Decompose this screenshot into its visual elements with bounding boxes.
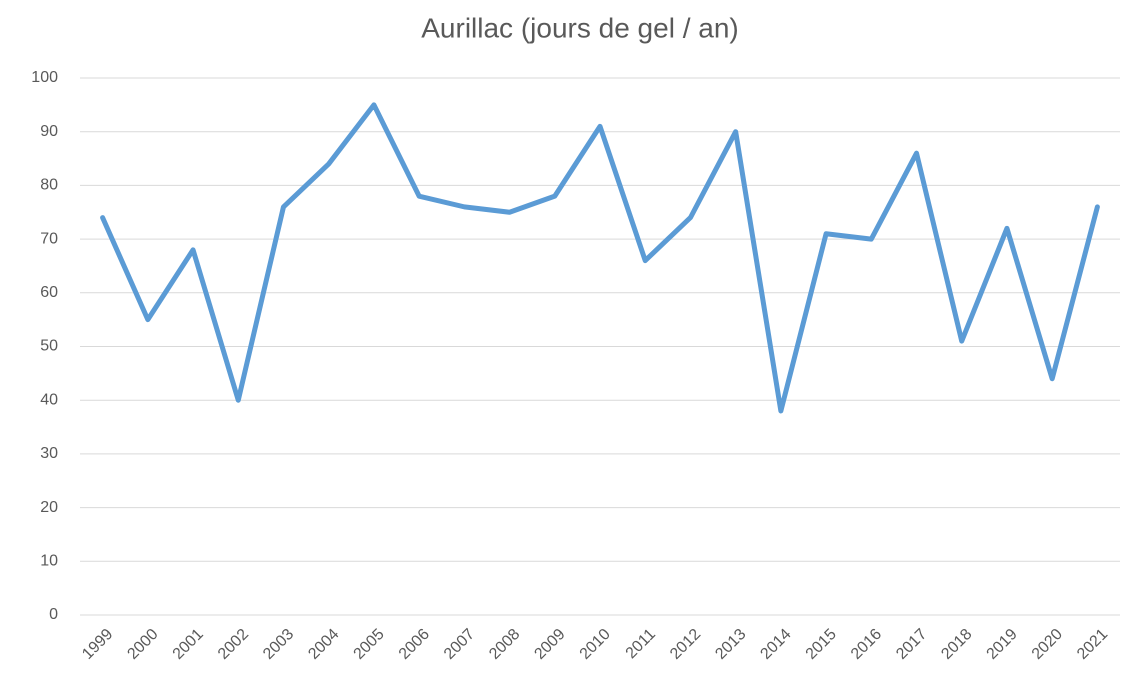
x-tick-label: 2019 [984, 626, 1021, 663]
x-tick-label: 2010 [577, 626, 614, 663]
x-tick-label: 2001 [170, 626, 207, 663]
x-tick-label: 2017 [893, 626, 930, 663]
x-tick-label: 2011 [623, 626, 659, 662]
y-tick-label: 30 [40, 445, 58, 462]
data-line [100, 102, 1100, 414]
x-tick-label: 2007 [441, 626, 478, 663]
y-tick-label: 80 [40, 177, 58, 194]
x-tick-label: 2016 [848, 626, 885, 663]
y-tick-label: 20 [40, 499, 58, 516]
x-tick-label: 2002 [215, 626, 252, 663]
x-tick-label: 2021 [1074, 626, 1111, 663]
x-tick-label: 2009 [531, 626, 568, 663]
x-tick-label: 2015 [803, 626, 840, 663]
x-tick-label: 1999 [79, 626, 116, 663]
x-tick-label: 2014 [757, 626, 794, 663]
y-tick-label: 50 [40, 338, 58, 355]
x-tick-label: 2000 [124, 626, 161, 663]
y-tick-label: 90 [40, 123, 58, 140]
x-tick-label: 2003 [260, 626, 297, 663]
y-tick-label: 70 [40, 230, 58, 247]
chart-title: Aurillac (jours de gel / an) [421, 12, 738, 43]
y-tick-label: 10 [40, 553, 58, 570]
y-tick-label: 40 [40, 391, 58, 408]
x-tick-label: 2006 [396, 626, 433, 663]
x-tick-label: 2004 [305, 626, 342, 663]
x-tick-label: 2020 [1029, 626, 1066, 663]
x-tick-label: 2008 [486, 626, 523, 663]
x-tick-label: 2005 [351, 626, 388, 663]
x-tick-label: 2018 [938, 626, 975, 663]
y-tick-label: 0 [49, 606, 58, 623]
x-tick-label: 2012 [667, 626, 704, 663]
x-tick-label: 2013 [712, 626, 749, 663]
y-tick-label: 60 [40, 284, 58, 301]
y-tick-label: 100 [31, 69, 58, 86]
